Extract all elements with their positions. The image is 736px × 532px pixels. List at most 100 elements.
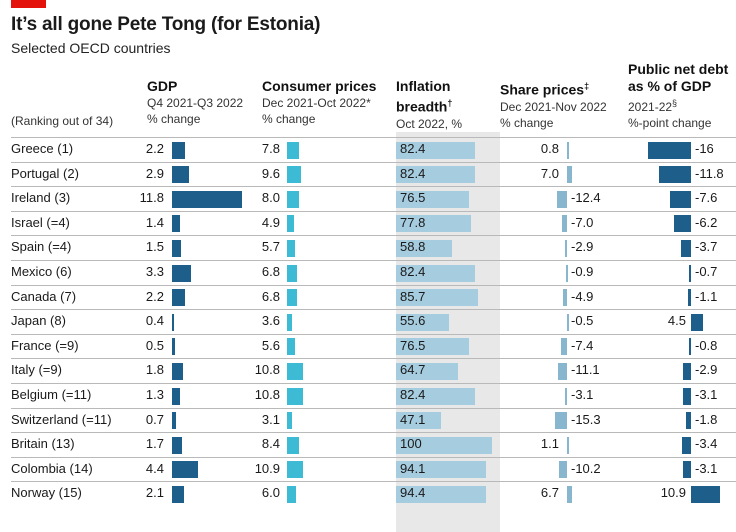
share-bar bbox=[567, 166, 573, 184]
header-share-title: Share prices‡ bbox=[500, 78, 607, 99]
share-bar bbox=[566, 313, 569, 331]
country-label: Greece (1) bbox=[11, 141, 74, 156]
debt-bar bbox=[682, 461, 691, 479]
inflation-value: 64.7 bbox=[400, 362, 426, 378]
debt-bar bbox=[681, 436, 691, 454]
cpi-value: 3.6 bbox=[261, 313, 280, 329]
cpi-bar bbox=[287, 190, 299, 208]
cpi-value: 6.8 bbox=[261, 264, 280, 279]
gdp-value: 0.7 bbox=[145, 411, 164, 427]
gdp-bar bbox=[172, 264, 192, 282]
table-row: Portugal (2) 2.9 9.6 82.4 7.0 -11.8 bbox=[0, 161, 736, 186]
cpi-bar bbox=[287, 485, 296, 503]
header-debt-line1: 2021-22§ bbox=[628, 95, 728, 115]
debt-value: -16 bbox=[695, 141, 714, 156]
share-value: -7.0 bbox=[571, 214, 594, 230]
gdp-bar bbox=[172, 485, 185, 503]
cpi-value: 9.6 bbox=[261, 165, 280, 181]
inflation-value: 58.8 bbox=[400, 239, 426, 255]
share-value: 6.7 bbox=[540, 485, 559, 501]
share-value: -10.2 bbox=[571, 460, 601, 476]
country-label: Switzerland (=11) bbox=[11, 411, 112, 427]
header-share-line1: Dec 2021-Nov 2022 bbox=[500, 99, 607, 114]
share-bar bbox=[564, 387, 567, 405]
share-value: -11.1 bbox=[571, 362, 600, 378]
gdp-value: 2.1 bbox=[145, 485, 164, 501]
header-public-debt: Public net debt as % of GDP 2021-22§ %-p… bbox=[628, 61, 728, 131]
inflation-value: 82.4 bbox=[400, 264, 426, 279]
cpi-bar bbox=[287, 166, 302, 184]
gdp-bar bbox=[172, 362, 183, 380]
cpi-bar bbox=[287, 461, 304, 479]
cpi-bar bbox=[287, 412, 292, 430]
share-value: 7.0 bbox=[540, 165, 559, 181]
country-label: Canada (7) bbox=[11, 288, 77, 304]
inflation-bar bbox=[396, 313, 450, 331]
cpi-value: 7.8 bbox=[261, 141, 280, 156]
share-value: 1.1 bbox=[540, 436, 559, 452]
table-row: Switzerland (=11) 0.7 3.1 47.1 -15.3 -1.8 bbox=[0, 407, 736, 432]
share-value: -4.9 bbox=[571, 288, 594, 304]
inflation-bar bbox=[396, 190, 470, 208]
row-separator bbox=[11, 333, 736, 335]
country-label: Norway (15) bbox=[11, 485, 82, 501]
inflation-value: 82.4 bbox=[400, 387, 426, 402]
share-bar bbox=[566, 264, 569, 282]
inflation-value: 47.1 bbox=[400, 411, 426, 427]
debt-value: -11.8 bbox=[695, 165, 724, 181]
inflation-bar bbox=[396, 264, 475, 282]
debt-value: -7.6 bbox=[695, 190, 718, 206]
gdp-bar bbox=[172, 141, 185, 159]
header-infl-title-2: breadth† bbox=[396, 95, 462, 116]
inflation-bar bbox=[396, 239, 453, 257]
gdp-bar bbox=[172, 166, 190, 184]
debt-bar bbox=[674, 215, 691, 233]
gdp-value: 2.2 bbox=[145, 288, 164, 304]
share-bar bbox=[561, 338, 567, 356]
header-debt-title-2: as % of GDP bbox=[628, 78, 712, 94]
header-gdp-line2: % change bbox=[147, 112, 201, 126]
header-consumer-prices: Consumer prices Dec 2021-Oct 2022* % cha… bbox=[262, 78, 376, 127]
inflation-value: 82.4 bbox=[400, 141, 426, 156]
row-separator bbox=[11, 284, 736, 286]
ranking-note: (Ranking out of 34) bbox=[11, 114, 114, 128]
cpi-value: 10.8 bbox=[254, 387, 280, 402]
inflation-bar bbox=[396, 362, 458, 380]
header-share-mark: ‡ bbox=[584, 81, 590, 91]
row-separator bbox=[11, 456, 736, 458]
table-row: Norway (15) 2.1 6.0 94.4 6.7 10.9 bbox=[0, 481, 736, 505]
table-row: Spain (=4) 1.5 5.7 58.8 -2.9 -3.7 bbox=[0, 235, 736, 259]
debt-bar bbox=[681, 239, 691, 257]
inflation-value: 85.7 bbox=[400, 288, 426, 304]
cpi-value: 3.1 bbox=[261, 411, 280, 427]
cpi-value: 10.8 bbox=[254, 362, 280, 378]
header-debt-line2: %-point change bbox=[628, 116, 712, 130]
row-separator bbox=[11, 481, 736, 483]
gdp-bar bbox=[172, 215, 181, 233]
inflation-value: 76.5 bbox=[400, 337, 426, 353]
gdp-value: 2.9 bbox=[145, 165, 164, 181]
gdp-value: 11.8 bbox=[139, 190, 164, 206]
inflation-bar bbox=[396, 141, 475, 159]
share-bar bbox=[555, 412, 567, 430]
header-infl-line1: Oct 2022, % bbox=[396, 116, 463, 131]
debt-bar bbox=[688, 338, 691, 356]
header-share-prices: Share prices‡ Dec 2021-Nov 2022 % change bbox=[500, 78, 607, 131]
table-row: Japan (8) 0.4 3.6 55.6 -0.5 4.5 bbox=[0, 309, 736, 333]
header-share-line2: % change bbox=[500, 115, 554, 130]
country-label: Spain (=4) bbox=[11, 239, 72, 255]
country-label: Italy (=9) bbox=[11, 362, 62, 378]
share-bar bbox=[557, 190, 567, 208]
cpi-value: 4.9 bbox=[261, 214, 280, 230]
debt-value: 10.9 bbox=[660, 485, 686, 501]
row-separator bbox=[11, 260, 736, 261]
gdp-bar bbox=[172, 338, 175, 356]
table-row: Colombia (14) 4.4 10.9 94.1 -10.2 -3.1 bbox=[0, 456, 736, 481]
country-label: Israel (=4) bbox=[11, 214, 70, 230]
gdp-value: 1.7 bbox=[145, 436, 164, 452]
header-debt-line1-text: 2021-22 bbox=[628, 100, 673, 114]
share-bar bbox=[567, 141, 569, 159]
row-separator bbox=[11, 407, 736, 409]
cpi-bar bbox=[287, 436, 300, 454]
cpi-bar bbox=[287, 362, 303, 380]
